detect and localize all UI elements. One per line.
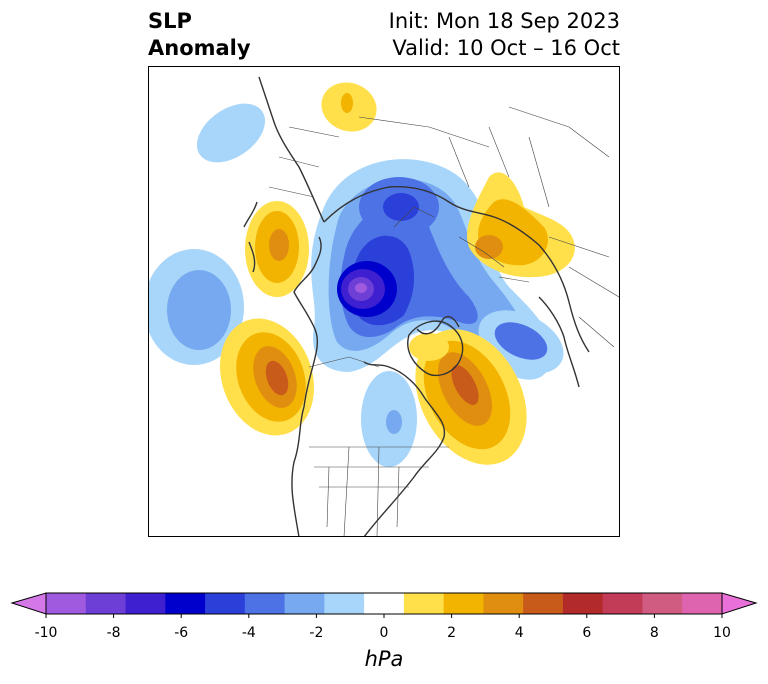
colorbar-segment bbox=[324, 593, 365, 614]
colorbar-segment bbox=[284, 593, 325, 614]
colorbar-segment bbox=[165, 593, 206, 614]
colorbar-segment bbox=[602, 593, 643, 614]
colorbar-tick-label: -6 bbox=[174, 625, 189, 641]
map-svg bbox=[149, 76, 619, 536]
coastlines bbox=[243, 76, 590, 536]
colorbar-tick-label: -2 bbox=[309, 625, 324, 641]
colorbar-segment bbox=[205, 593, 246, 614]
colorbar-ticks bbox=[45, 614, 723, 618]
anomaly-fields bbox=[149, 82, 575, 467]
map-title: SLP Anomaly bbox=[148, 8, 251, 62]
colorbar-extend-high bbox=[721, 592, 758, 615]
high-west-siberia bbox=[467, 172, 575, 278]
colorbar-unit: hPa bbox=[364, 647, 404, 671]
colorbar-tick-label: 2 bbox=[447, 625, 457, 641]
colorbar-segment bbox=[682, 593, 723, 614]
high-southeast-asia bbox=[321, 82, 377, 132]
colorbar-segment bbox=[562, 593, 604, 614]
high-gulf-alaska bbox=[219, 318, 315, 436]
colorbar-tick-label: 8 bbox=[649, 625, 659, 641]
colorbar-segment bbox=[483, 593, 524, 614]
colorbar-segment bbox=[85, 593, 127, 614]
high-kamchatka bbox=[245, 201, 309, 297]
title-line-2: Anomaly bbox=[148, 36, 251, 60]
low-top-left bbox=[196, 103, 266, 163]
low-north-pacific bbox=[149, 249, 244, 365]
colorbar-tick-label: 4 bbox=[514, 625, 524, 641]
init-date: Init: Mon 18 Sep 2023 bbox=[388, 9, 620, 33]
colorbar-segment bbox=[364, 593, 405, 614]
colorbar-segment bbox=[523, 593, 564, 614]
colorbar-segment bbox=[244, 593, 286, 614]
colorbar-segment bbox=[642, 593, 683, 614]
borders bbox=[268, 106, 619, 536]
valid-range: Valid: 10 Oct – 16 Oct bbox=[392, 36, 620, 60]
low-hudson bbox=[361, 371, 417, 467]
colorbar-tick-label: -4 bbox=[241, 625, 256, 641]
colorbar-tick-label: 6 bbox=[582, 625, 592, 641]
colorbar-segment bbox=[46, 593, 87, 614]
colorbar-segment bbox=[443, 593, 484, 614]
colorbar-segment bbox=[403, 593, 445, 614]
colorbar-tick-label: -8 bbox=[106, 625, 121, 641]
colorbar-segment bbox=[125, 593, 166, 614]
colorbar-tick-label: 0 bbox=[379, 625, 389, 641]
title-line-1: SLP bbox=[148, 9, 192, 33]
colorbar-extend-low bbox=[10, 592, 47, 615]
anomaly-map bbox=[148, 66, 620, 537]
colorbar-tick-label: 10 bbox=[713, 625, 731, 641]
colorbar-segments bbox=[46, 593, 723, 614]
map-subtitle: Init: Mon 18 Sep 2023 Valid: 10 Oct – 16… bbox=[389, 8, 620, 62]
colorbar-tick-label: -10 bbox=[34, 625, 58, 641]
colorbar bbox=[10, 592, 758, 618]
